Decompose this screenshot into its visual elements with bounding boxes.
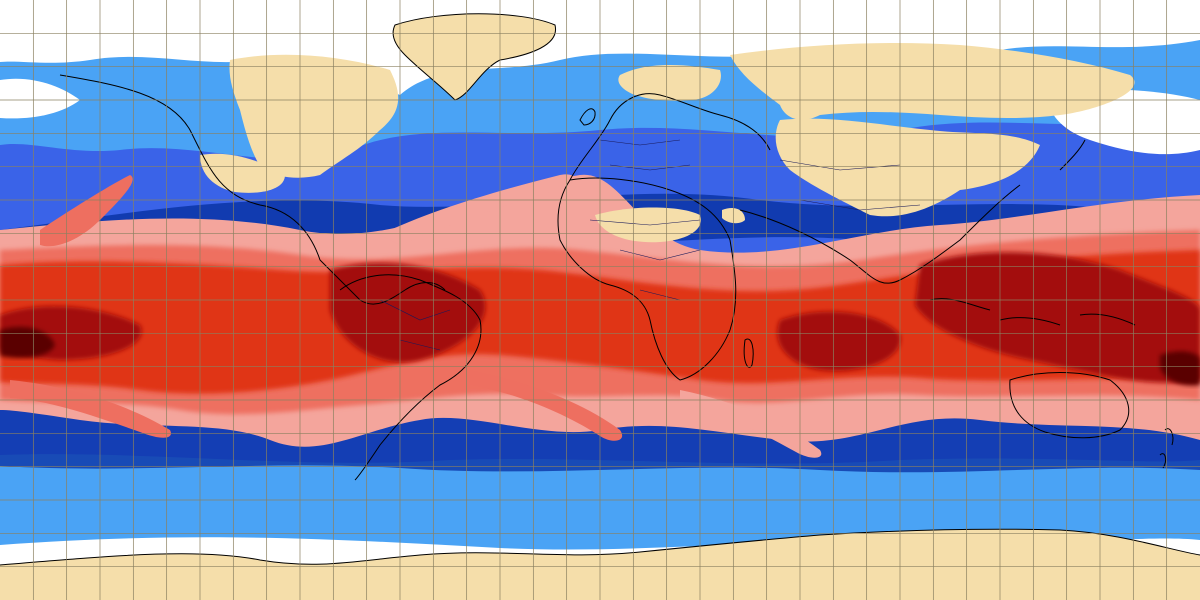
scandinavia: [618, 65, 721, 101]
indian-ocean-dark-red-core: [777, 311, 901, 371]
coast-uk: [579, 108, 596, 126]
coast-japan: [1059, 139, 1086, 171]
coast-africa: [557, 177, 737, 381]
maroon-spot-pacific: [0, 326, 55, 358]
coast-antarctica: [0, 528, 1200, 566]
coast-greenland: [392, 13, 556, 101]
north-atlantic-river: [380, 174, 576, 245]
maroon-spot-west-pacific: [1160, 351, 1200, 386]
amazon-dark-red-core: [330, 262, 486, 363]
coast-indonesia: [929, 298, 1136, 326]
south-atlantic-river: [470, 370, 623, 441]
south-indian-river: [680, 390, 822, 458]
coast-madagascar: [743, 338, 754, 368]
coast-south-america: [339, 274, 482, 481]
coast-europe: [569, 93, 771, 181]
coast-new-zealand: [1159, 428, 1174, 469]
north-america-north: [229, 54, 399, 178]
south-pacific-river: [10, 380, 171, 438]
maritime-continent-dark-red-core: [915, 252, 1200, 383]
siberia-steppe: [775, 118, 1040, 217]
north-pacific-white-patch: [0, 78, 80, 119]
coast-north-america: [59, 74, 446, 305]
north-pacific-river: [40, 175, 133, 247]
coast-australia: [1009, 372, 1130, 439]
